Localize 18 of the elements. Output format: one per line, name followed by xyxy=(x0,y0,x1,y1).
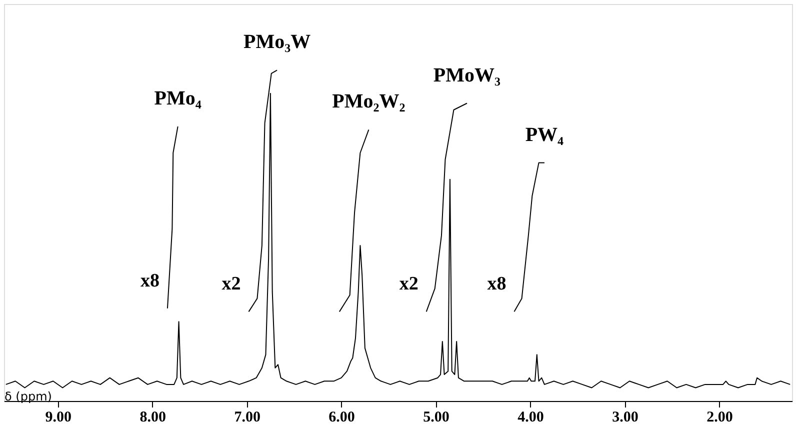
series-label: PMo₃W xyxy=(244,31,311,54)
annotation: x8 xyxy=(487,274,506,295)
annotation: x2 xyxy=(399,274,418,295)
x-tick-label: 7.00 xyxy=(234,410,260,426)
x-tick-label: 4.00 xyxy=(518,410,544,426)
series-label: PMoW₃ xyxy=(433,64,501,86)
x-tick-label: 9.00 xyxy=(45,410,72,426)
x-tick-label: 5.00 xyxy=(423,410,450,426)
x-tick-label: 3.00 xyxy=(612,410,638,426)
x-axis-title: δ (ppm) xyxy=(4,390,52,404)
x-tick-label: 8.00 xyxy=(140,410,166,426)
series-label: PW₄ xyxy=(525,124,564,146)
series-label: PMo₂W₂ xyxy=(332,90,406,113)
x-tick-label: 2.00 xyxy=(706,410,733,426)
annotation: x8 xyxy=(140,270,160,292)
x-tick-label: 6.00 xyxy=(328,410,355,426)
annotation: x2 xyxy=(222,274,241,295)
series-label: PMo₄ xyxy=(154,87,202,110)
